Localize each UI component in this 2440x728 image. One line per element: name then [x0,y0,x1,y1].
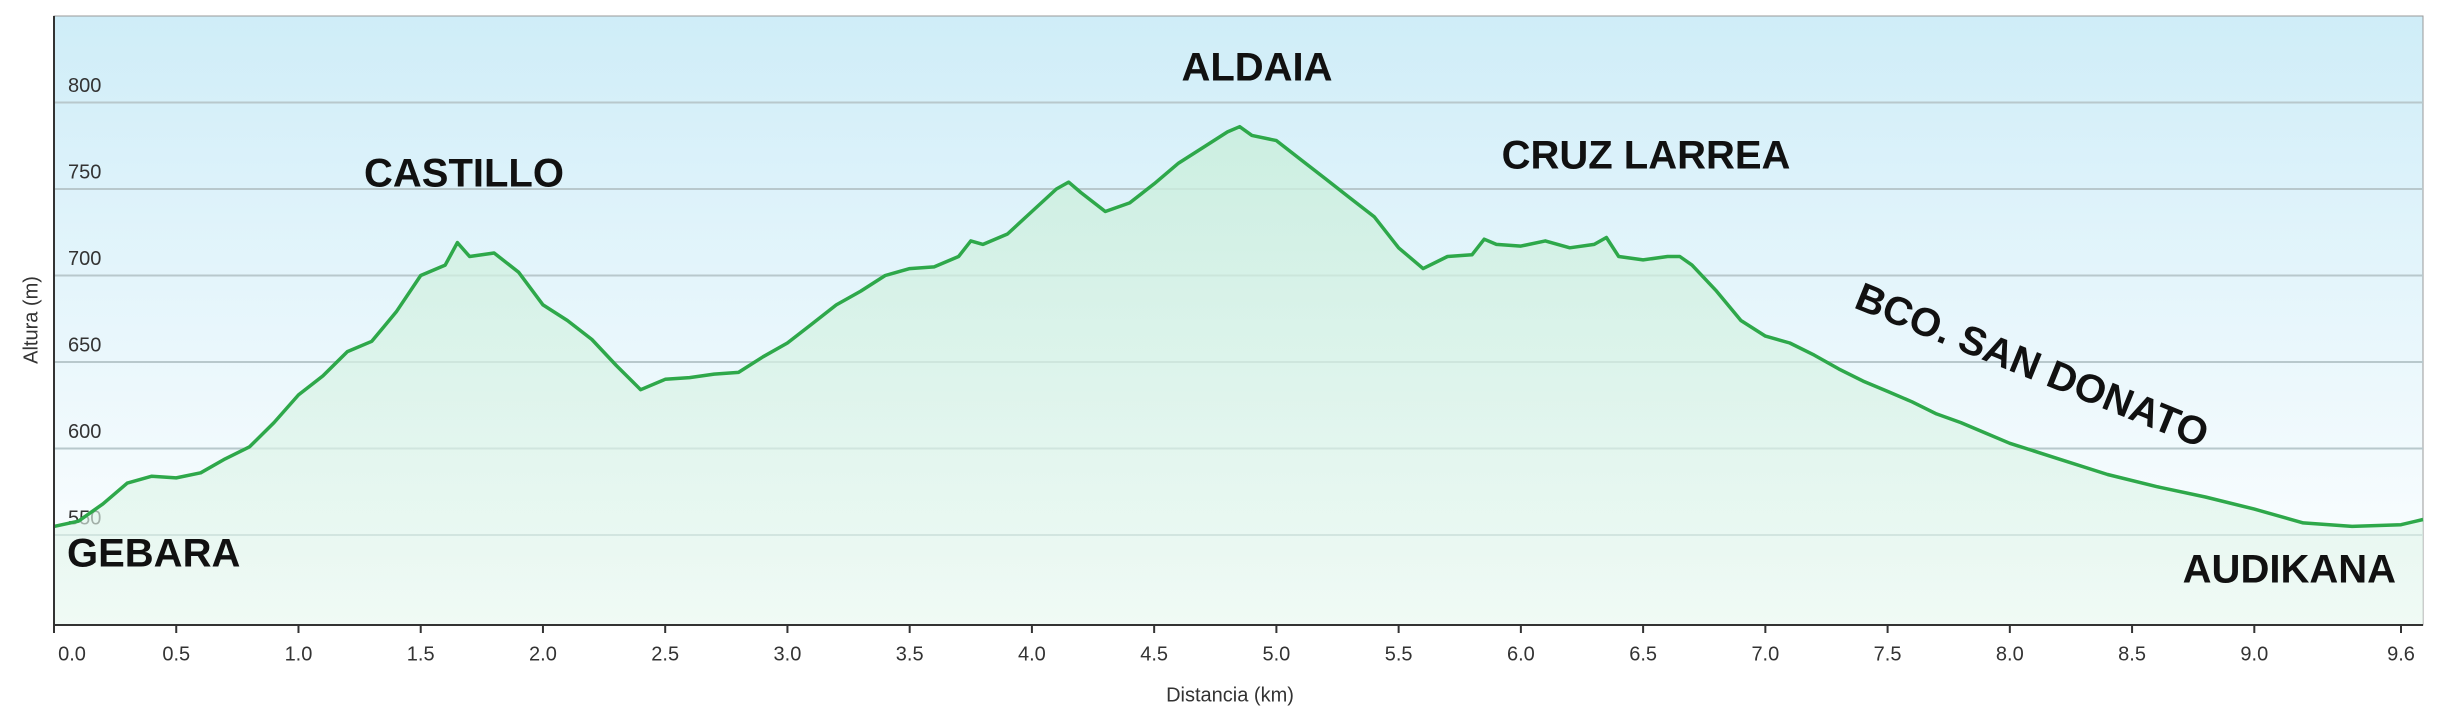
y-tick-label: 700 [68,248,101,270]
y-tick-label: 600 [68,421,101,443]
x-tick-label: 2.5 [651,643,679,665]
area-fill [54,126,2423,625]
x-tick-label: 8.5 [2118,643,2146,665]
x-tick-label: 3.0 [774,643,802,665]
x-axis-label: Distancia (km) [1166,684,1294,706]
y-tick-label: 750 [68,161,101,183]
x-tick-label: 7.5 [1874,643,1902,665]
x-tick-label: 1.5 [407,643,435,665]
annotation: CRUZ LARREA [1502,134,1791,178]
x-tick-label: 0.5 [162,643,190,665]
x-tick-label: 5.5 [1385,643,1413,665]
x-tick-label: 5.0 [1262,643,1290,665]
x-tick-label: 9.0 [2240,643,2268,665]
y-tick-label: 800 [68,75,101,97]
x-tick-label: 6.0 [1507,643,1535,665]
x-tick-label: 1.0 [285,643,313,665]
annotation: GEBARA [67,532,240,576]
annotation: CASTILLO [364,152,564,196]
x-tick-label: 6.5 [1629,643,1657,665]
x-tick-label: 9.6 [2387,643,2415,665]
y-tick-label: 650 [68,334,101,356]
x-tick-label: 4.0 [1018,643,1046,665]
annotation: ALDAIA [1181,46,1332,90]
elevation-line [53,124,2424,529]
annotation: AUDIKANA [2183,548,2396,592]
x-tick-label: 3.5 [896,643,924,665]
x-tick-label: 8.0 [1996,643,2024,665]
y-axis-label: Altura (m) [20,276,42,364]
x-tick-label: 2.0 [529,643,557,665]
x-tick-label: 7.0 [1751,643,1779,665]
x-tick-label: 4.5 [1140,643,1168,665]
x-tick-label: 0.0 [58,643,86,665]
